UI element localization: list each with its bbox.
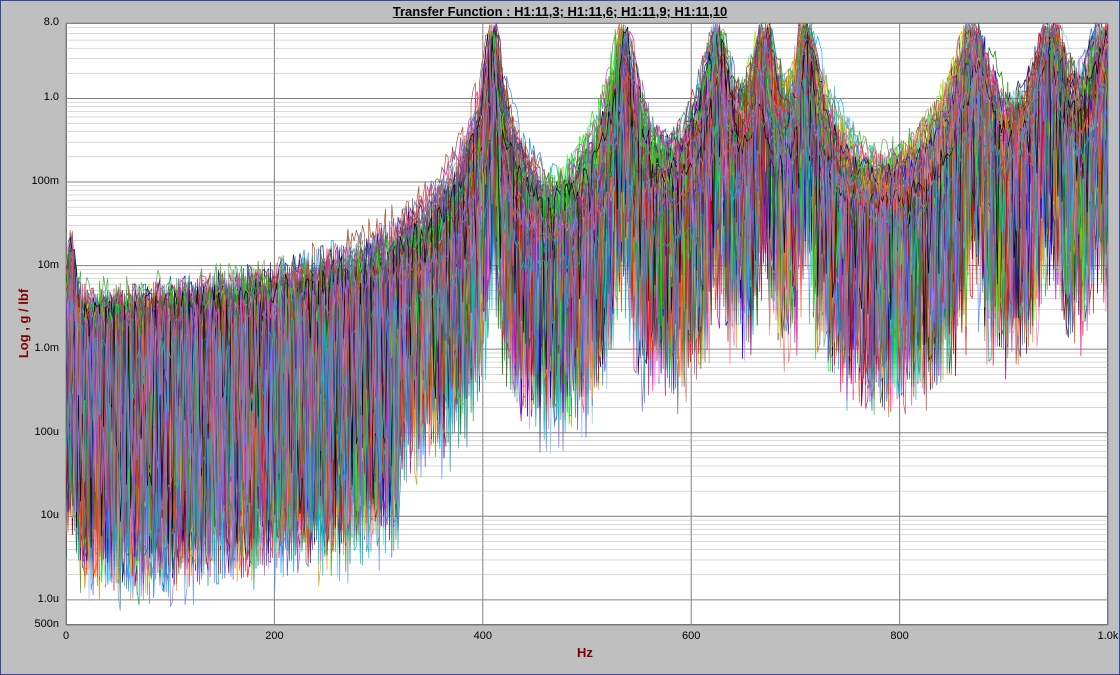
y-tick-label: 1.0 xyxy=(44,91,59,103)
x-tick-label: 0 xyxy=(63,630,69,642)
x-tick-label: 800 xyxy=(890,630,908,642)
y-tick-label: 1.0m xyxy=(35,342,59,354)
y-axis-label: Log , g / lbf xyxy=(16,289,31,358)
y-tick-label: 100u xyxy=(35,426,59,438)
y-tick-label: 10m xyxy=(38,259,59,271)
x-tick-label: 600 xyxy=(682,630,700,642)
chart-title: Transfer Function : H1:11,3; H1:11,6; H1… xyxy=(393,4,728,19)
x-tick-label: 1.0k xyxy=(1098,630,1119,642)
y-tick-label: 10u xyxy=(41,509,59,521)
chart-window-frame: Transfer Function : H1:11,3; H1:11,6; H1… xyxy=(0,0,1120,675)
x-tick-label: 200 xyxy=(265,630,283,642)
x-tick-label: 400 xyxy=(474,630,492,642)
x-axis-label: Hz xyxy=(577,645,593,660)
plot-area[interactable] xyxy=(66,23,1108,625)
y-tick-label: 100m xyxy=(31,175,59,187)
y-tick-label: 1.0u xyxy=(38,593,59,605)
y-tick-label: 500n xyxy=(35,618,59,630)
y-tick-label: 8.0 xyxy=(44,16,59,28)
